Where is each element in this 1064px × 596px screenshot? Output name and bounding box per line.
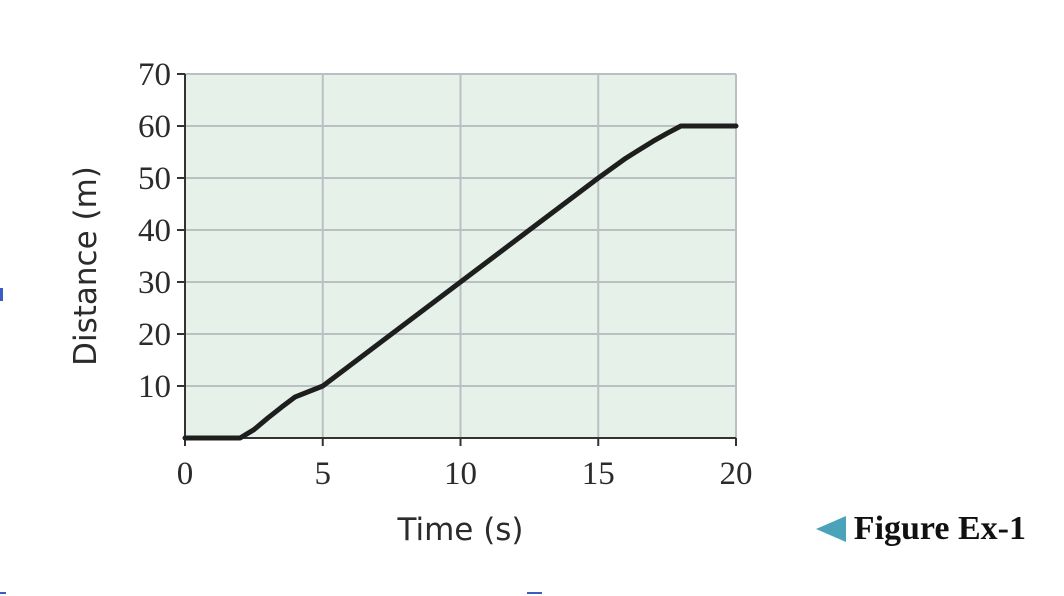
y-tick-label: 30 — [138, 265, 171, 301]
y-tick-labels: 10 20 30 40 50 60 70 — [138, 57, 171, 405]
edge-mark-left — [0, 288, 3, 301]
axes — [177, 73, 737, 446]
y-tick-label: 70 — [138, 57, 171, 93]
edge-mark-bottom-center — [527, 592, 542, 594]
y-axis-title: Distance (m) — [68, 166, 104, 366]
x-tick-label: 15 — [582, 456, 615, 492]
caption-text: Figure Ex-1 — [853, 510, 1026, 547]
x-tick-label: 5 — [315, 456, 332, 492]
x-tick-label: 0 — [177, 456, 194, 492]
distance-curve — [182, 123, 739, 441]
x-tick-label: 10 — [444, 456, 477, 492]
y-tick-label: 60 — [138, 109, 171, 145]
y-tick-label: 40 — [138, 213, 171, 249]
edge-mark-bottom-left — [0, 592, 6, 594]
y-tick-label: 10 — [138, 369, 171, 405]
x-axis-title: Time (s) — [396, 512, 523, 548]
left-triangle-icon — [815, 516, 846, 542]
figure-caption: Figure Ex-1 — [815, 510, 1026, 548]
grid-lines — [185, 73, 737, 438]
x-tick-label: 20 — [720, 456, 753, 492]
x-tick-labels: 0 5 10 15 20 — [177, 456, 753, 492]
y-tick-label: 50 — [138, 161, 171, 197]
y-tick-label: 20 — [138, 317, 171, 353]
